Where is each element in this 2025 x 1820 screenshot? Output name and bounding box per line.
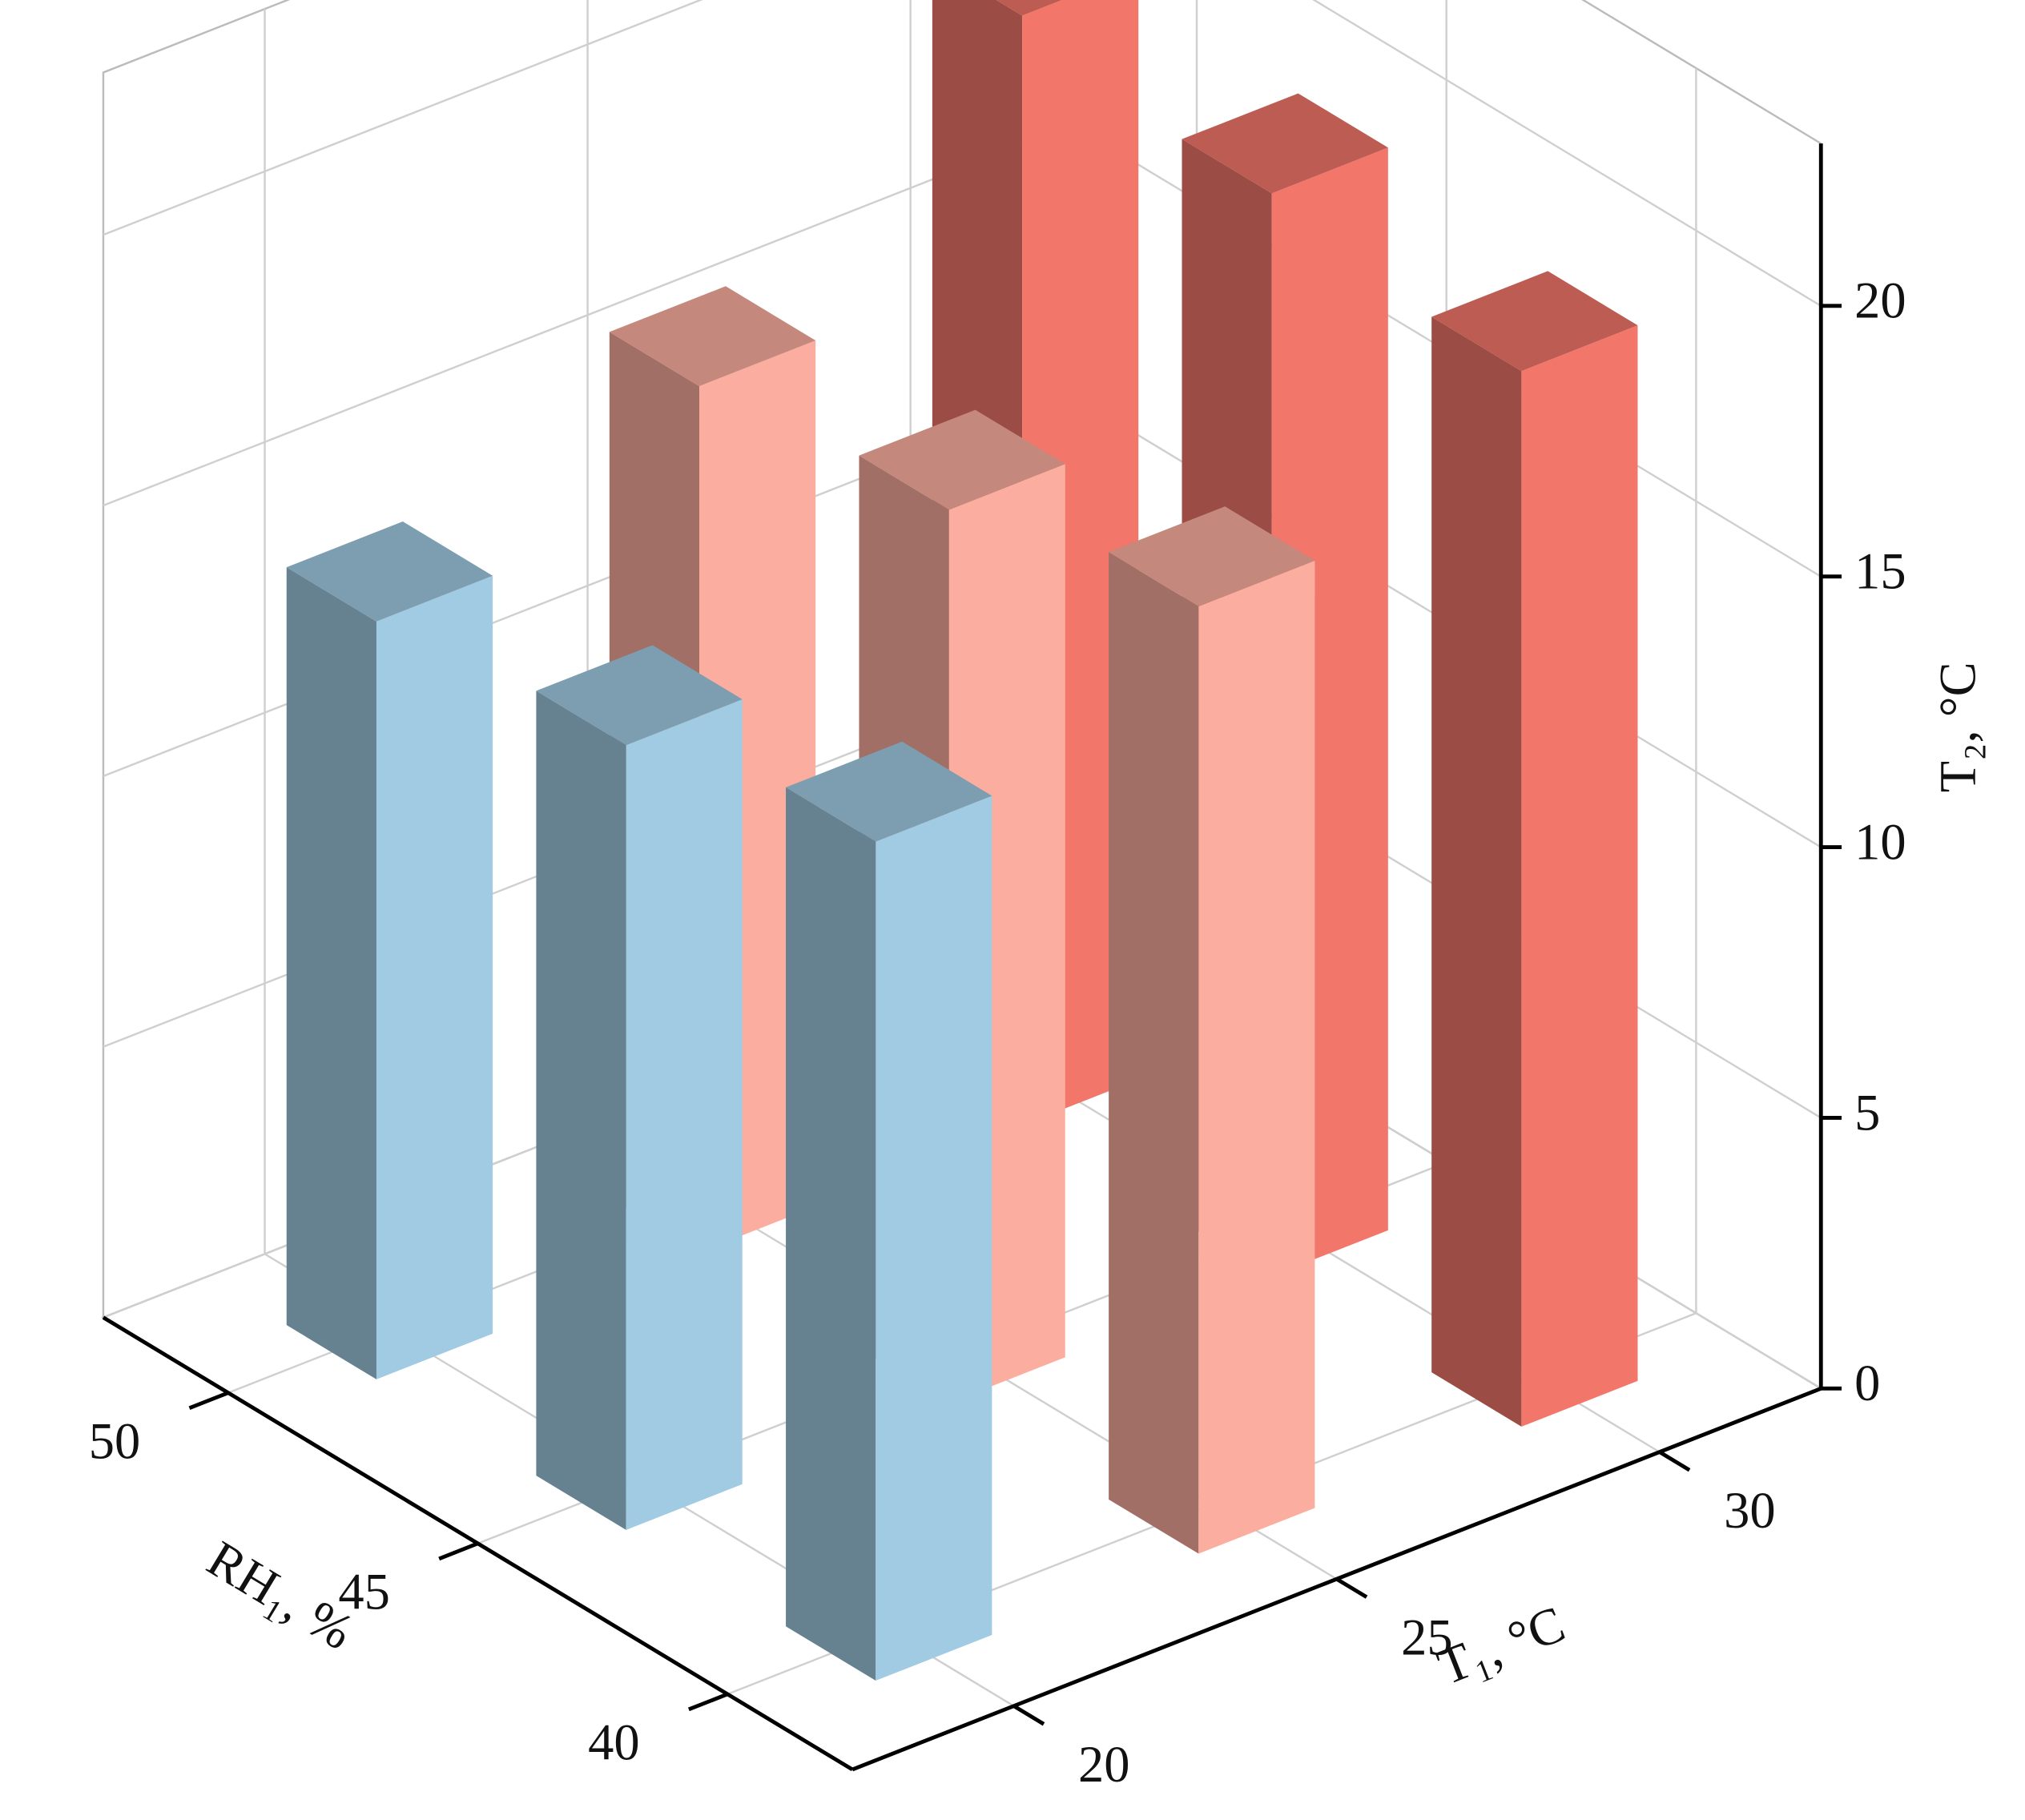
bar xyxy=(1431,271,1638,1427)
x-tick xyxy=(1658,1450,1691,1472)
bar-top xyxy=(1182,93,1388,194)
bar-top xyxy=(609,286,816,387)
bar-front xyxy=(626,699,743,1530)
y-tick-label: 40 xyxy=(588,1714,639,1771)
z-tick-label: 10 xyxy=(1854,813,1906,870)
bar-top xyxy=(1431,271,1638,372)
bar-top xyxy=(286,521,493,622)
bar xyxy=(1109,506,1315,1554)
x-tick-label: 30 xyxy=(1724,1482,1775,1539)
bar xyxy=(786,741,992,1681)
z-tick-label: 15 xyxy=(1854,543,1906,600)
y-tick-label: 50 xyxy=(89,1412,140,1469)
bar-top xyxy=(859,409,1065,510)
bar-side xyxy=(286,567,376,1379)
bar-side xyxy=(1431,316,1522,1427)
bar-top xyxy=(536,645,743,746)
bar xyxy=(286,521,493,1379)
bar xyxy=(536,645,743,1530)
bar-side xyxy=(536,691,626,1530)
x-tick xyxy=(1335,1577,1368,1599)
y-tick-label: 45 xyxy=(338,1563,389,1620)
z-axis-label: T₂, °C xyxy=(1929,662,1986,792)
x-tick-label: 20 xyxy=(1078,1736,1129,1793)
bar-top xyxy=(996,0,1062,16)
z-tick-label: 0 xyxy=(1854,1355,1880,1411)
bar-side xyxy=(1109,552,1199,1554)
bar-front xyxy=(1521,325,1638,1427)
z-tick-label: 5 xyxy=(1854,1084,1880,1141)
bar-front xyxy=(376,575,493,1379)
bar-top xyxy=(786,741,992,842)
z-tick-label: 20 xyxy=(1854,272,1906,329)
bar-side xyxy=(786,787,876,1681)
x-tick xyxy=(1012,1704,1045,1726)
y-tick xyxy=(687,1692,729,1712)
bar-front xyxy=(1198,560,1315,1554)
bar-front xyxy=(876,795,992,1681)
y-tick xyxy=(188,1391,229,1410)
x-tick-label: 25 xyxy=(1401,1609,1452,1665)
bar-top xyxy=(1109,506,1315,606)
y-tick xyxy=(438,1541,479,1561)
